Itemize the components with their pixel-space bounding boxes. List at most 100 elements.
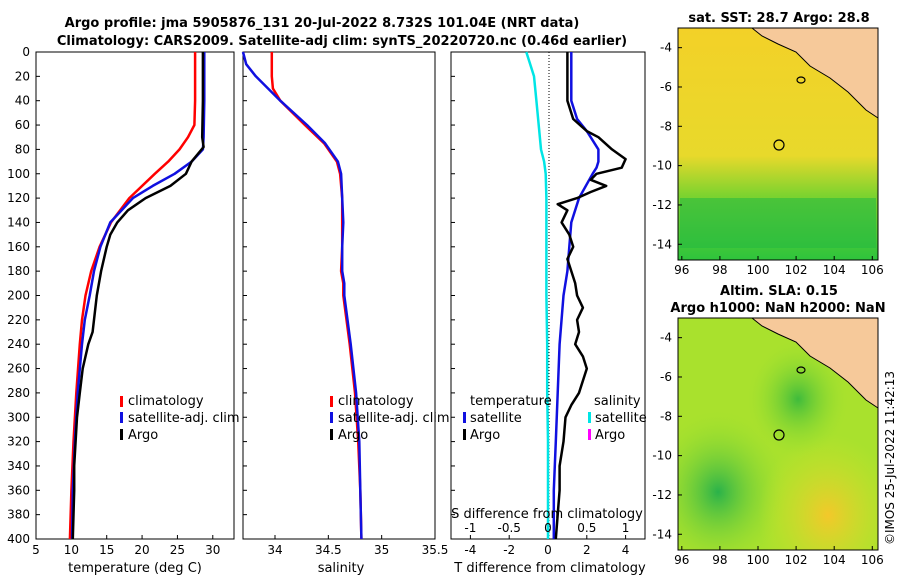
temperature-x-tick-label: 5 <box>32 543 40 557</box>
map-lat-label: -6 <box>660 370 672 384</box>
depth-tick-label: 140 <box>7 215 30 229</box>
legend-label-argo: Argo <box>338 428 368 443</box>
series-line-salinity-satellite <box>525 51 550 539</box>
map-lat-label: -4 <box>660 41 672 55</box>
temperature-x-tick-label: 15 <box>99 543 114 557</box>
map-lon-label: 100 <box>747 553 770 567</box>
depth-tick-label: 180 <box>7 264 30 278</box>
sst-map-panel: sat. SST: 28.7 Argo: 28.8 -4 -6 -8 -10 -12 -1… <box>652 11 883 277</box>
difference-y-ticks <box>451 51 455 540</box>
t-difference-xlabel: T difference from climatology <box>453 561 646 576</box>
legend-title-salinity: salinity <box>594 394 641 409</box>
legend-swatch-t-satellite <box>463 412 466 423</box>
s-diff-tick-label: 1 <box>622 521 630 535</box>
legend-title-temperature: temperature <box>470 394 552 409</box>
s-difference-xlabel: S difference from climatology <box>451 507 643 522</box>
sla-map-panel: Altim. SLA: 0.15 Argo h1000: NaN h2000: … <box>652 284 885 567</box>
legend-swatch-argo <box>120 429 123 440</box>
imos-stamp: ©IMOS 25-Jul-2022 11:42:13 <box>883 371 897 545</box>
sla-map-title2: Argo h1000: NaN h2000: NaN <box>670 301 885 316</box>
temperature-xlabel: temperature (deg C) <box>68 561 202 576</box>
t-diff-tick-label: 0 <box>544 543 552 557</box>
legend-label-satellite: satellite-adj. clim <box>338 411 450 426</box>
legend-swatch-satellite <box>330 412 333 423</box>
legend-label-t-satellite: satellite <box>470 411 522 426</box>
legend-label-satellite: satellite-adj. clim <box>128 411 240 426</box>
series-line-satellite-adj-clim <box>70 52 206 540</box>
sst-map-frame <box>677 27 879 261</box>
difference-panel: -4 -2 0 2 4 S difference from climatology -1… <box>450 51 647 576</box>
map-lon-label: 100 <box>747 263 770 277</box>
salinity-y-ticks <box>243 51 247 540</box>
depth-tick-label: 120 <box>7 191 30 205</box>
t-diff-tick-label: -4 <box>464 543 476 557</box>
map-lon-label: 96 <box>674 263 689 277</box>
s-diff-tick-label: -0.5 <box>497 521 520 535</box>
map-lat-label: -12 <box>652 488 672 502</box>
legend-label-argo: Argo <box>128 428 158 443</box>
legend-label-climatology: climatology <box>128 394 204 409</box>
t-diff-tick-label: -2 <box>503 543 515 557</box>
depth-tick-label: 40 <box>15 94 30 108</box>
map-lat-label: -8 <box>660 119 672 133</box>
map-lat-label: -4 <box>660 331 672 345</box>
depth-tick-label: 220 <box>7 313 30 327</box>
salinity-axes-frame <box>242 51 436 540</box>
sst-island <box>796 76 806 84</box>
sst-argo-marker <box>773 139 785 151</box>
legend-label-s-argo: Argo <box>595 428 625 443</box>
depth-tick-label: 0 <box>22 45 30 59</box>
legend-swatch-t-argo <box>463 429 466 440</box>
sla-argo-marker <box>773 429 785 441</box>
depth-tick-label: 400 <box>7 532 30 546</box>
temperature-panel: 0 20 40 60 80 100 120 140 160 180 200 220 240 260 280 3… <box>7 45 240 576</box>
depth-tick-label: 160 <box>7 240 30 254</box>
legend-label-t-argo: Argo <box>470 428 500 443</box>
depth-axis: 0 20 40 60 80 100 120 140 160 180 200 220 240 260 280 3… <box>7 45 40 546</box>
depth-tick-label: 260 <box>7 362 30 376</box>
series-line-temperature-argo <box>554 52 627 540</box>
t-diff-tick-label: 2 <box>583 543 591 557</box>
depth-tick-label: 240 <box>7 337 30 351</box>
map-lat-label: -14 <box>652 527 672 541</box>
temperature-x-tick-label: 30 <box>205 543 220 557</box>
salinity-x-tick-label: 34 <box>267 543 282 557</box>
sst-map-title: sat. SST: 28.7 Argo: 28.8 <box>688 11 869 26</box>
map-lat-label: -14 <box>652 237 672 251</box>
legend-swatch-satellite <box>120 412 123 423</box>
depth-tick-label: 320 <box>7 435 30 449</box>
depth-tick-label: 80 <box>15 142 30 156</box>
depth-tick-label: 100 <box>7 167 30 181</box>
sla-map-title1: Altim. SLA: 0.15 <box>720 284 838 299</box>
salinity-legend: climatology satellite-adj. clim Argo <box>330 394 450 443</box>
legend-swatch-climatology <box>120 396 123 407</box>
depth-tick-label: 280 <box>7 386 30 400</box>
salinity-lines <box>241 51 363 540</box>
legend-swatch-climatology <box>330 396 333 407</box>
temperature-x-axis: 5 10 15 20 25 30 <box>32 535 220 557</box>
legend-swatch-s-satellite <box>588 412 591 423</box>
map-lat-label: -8 <box>660 409 672 423</box>
t-diff-tick-label: 4 <box>622 543 630 557</box>
series-line-climatology <box>270 52 363 540</box>
salinity-panel: 34 34.5 35 35.5 salinity climatology satell… <box>241 51 450 576</box>
temperature-legend: climatology satellite-adj. clim Argo <box>120 394 240 443</box>
temperature-lines <box>68 52 206 540</box>
map-lon-label: 102 <box>785 553 808 567</box>
temperature-x-tick-label: 20 <box>134 543 149 557</box>
depth-tick-label: 200 <box>7 289 30 303</box>
s-diff-tick-label: -1 <box>464 521 476 535</box>
figure-title-line2: Climatology: CARS2009. Satellite-adj cli… <box>57 34 627 49</box>
map-lon-label: 102 <box>785 263 808 277</box>
map-lon-label: 98 <box>712 553 727 567</box>
depth-tick-label: 300 <box>7 410 30 424</box>
depth-tick-label: 20 <box>15 69 30 83</box>
depth-tick-label: 380 <box>7 508 30 522</box>
salinity-x-tick-label: 34.5 <box>315 543 342 557</box>
map-lon-label: 104 <box>823 553 846 567</box>
sst-cool-band <box>680 198 876 248</box>
legend-label-climatology: climatology <box>338 394 414 409</box>
temperature-x-tick-label: 25 <box>170 543 185 557</box>
